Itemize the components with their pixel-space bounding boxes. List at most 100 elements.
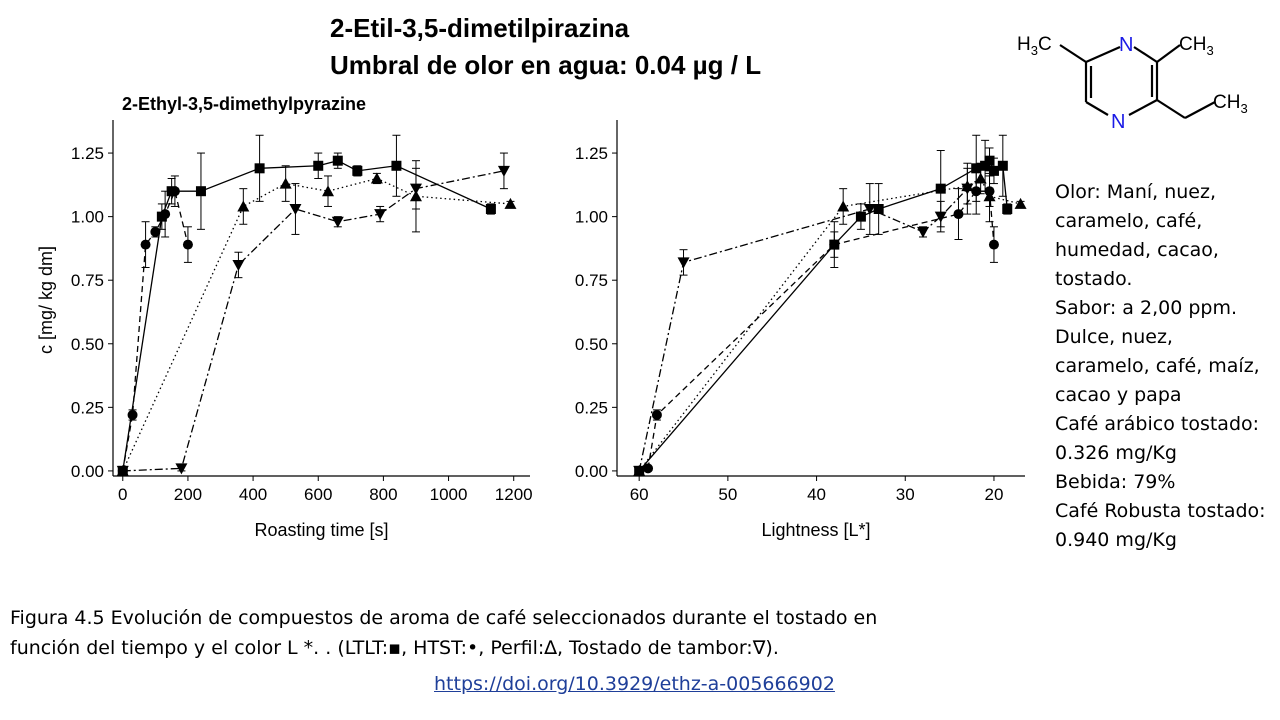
data-point-triangle-down (289, 204, 302, 215)
x-tick-label: 200 (174, 485, 202, 504)
series-line (638, 188, 968, 472)
data-point-triangle-up (504, 197, 517, 209)
slide-title: 2-Etil-3,5-dimetilpirazina Umbral de olo… (330, 10, 761, 84)
series-circle (643, 167, 999, 474)
nitrogen-bottom: N (1111, 111, 1125, 133)
charts-svg: 0.00 0.25 0.50 0.75 1.00 1.25 0 200 400 600 800 100… (36, 94, 1027, 540)
y-axis-label: c [mg/ kg dm] (36, 246, 56, 354)
data-point-circle (651, 409, 662, 420)
note-line: Sabor: a 2,00 ppm. (1055, 297, 1238, 319)
data-point-triangle-down (374, 209, 387, 221)
data-point-square (485, 204, 496, 214)
data-point-circle (643, 463, 654, 474)
series-line (638, 177, 1021, 472)
series-line (647, 190, 995, 469)
title-line-1: 2-Etil-3,5-dimetilpirazina (330, 13, 630, 43)
note-line: cacao y papa (1055, 384, 1182, 406)
data-point-square (980, 160, 991, 171)
data-point-circle (953, 209, 964, 220)
data-point-triangle-down (116, 465, 129, 477)
data-point-square (873, 204, 884, 214)
note-line: 0.940 mg/Kg (1055, 529, 1177, 551)
data-point-square (1002, 204, 1013, 214)
data-point-triangle-down (331, 216, 344, 228)
note-line: humedad, cacao, (1055, 239, 1219, 261)
note-line: Café arábico tostado: (1055, 413, 1260, 435)
chart-title: 2-Ethyl-3,5-dimethylpyrazine (122, 94, 366, 114)
y-tick-label: 0.50 (71, 335, 104, 354)
data-point-triangle-down (677, 257, 690, 269)
y-tick-label: 1.25 (575, 144, 608, 163)
data-point-triangle-up (974, 172, 987, 184)
series-line (122, 170, 505, 472)
data-point-circle (169, 186, 180, 197)
series-triangle-down (633, 162, 974, 477)
data-point-triangle-up (983, 190, 996, 202)
note-line: Café Robusta tostado: (1055, 500, 1266, 522)
data-point-square (984, 155, 995, 166)
data-point-circle (150, 226, 161, 237)
data-point-square (855, 211, 866, 222)
data-point-square (352, 165, 363, 176)
note-line: Bebida: 79% (1055, 471, 1176, 493)
doi-link[interactable]: https://doi.org/10.3929/ethz-a-005666902 (434, 673, 835, 695)
data-point-square (195, 186, 206, 197)
data-point-circle (988, 239, 999, 250)
note-line: caramelo, café, maíz, (1055, 355, 1260, 377)
data-point-circle (127, 409, 138, 420)
y-tick-label: 0.75 (575, 271, 608, 290)
note-line: Olor: Maní, nuez, (1055, 181, 1216, 203)
data-point-circle (160, 209, 171, 220)
x-tick-label: 1000 (430, 485, 468, 504)
data-point-triangle-down (961, 183, 974, 195)
chart-2: 0.00 0.25 0.50 0.75 1.00 1.25 60 50 40 30 20 Lightn… (575, 120, 1027, 540)
nitrogen-top: N (1119, 34, 1133, 56)
data-point-triangle-down (175, 463, 188, 475)
data-point-square (997, 160, 1008, 171)
series-line (638, 159, 1008, 472)
data-point-triangle-up (1014, 197, 1027, 209)
series-triangle-down (116, 152, 510, 477)
data-point-triangle-down (934, 211, 947, 223)
y-tick-label: 0.25 (71, 398, 104, 417)
x-tick-label: 600 (304, 485, 332, 504)
x-tick-label: 400 (239, 485, 267, 504)
ethyl-label: CH3 (1213, 92, 1248, 116)
y-tick-label: 1.25 (71, 144, 104, 163)
x-tick-label: 800 (369, 485, 397, 504)
series-line (122, 177, 511, 472)
x-tick-label: 0 (118, 485, 127, 504)
compound-notes: Olor: Maní, nuez, caramelo, café, humedad,… (1055, 178, 1280, 555)
data-point-triangle-up (322, 185, 335, 197)
x-tick-label: 50 (718, 485, 737, 504)
note-line: caramelo, café, (1055, 210, 1203, 232)
data-point-square (988, 165, 999, 176)
series-line (122, 159, 492, 472)
data-point-circle (971, 186, 982, 197)
series-triangle-up (116, 160, 517, 476)
methyl-right-label: CH3 (1179, 34, 1214, 58)
y-tick-label: 0.00 (575, 462, 608, 481)
data-point-triangle-down (409, 183, 422, 195)
y-tick-label: 0.50 (575, 335, 608, 354)
x-tick-label: 30 (896, 485, 915, 504)
figure-caption: Figura 4.5 Evolución de compuestos de ar… (10, 603, 910, 663)
data-point-square (391, 160, 402, 171)
x-axis-label: Lightness [L*] (761, 520, 870, 540)
caption-line-1: Figura 4.5 Evolución de compuestos de ar… (10, 607, 878, 629)
x-tick-label: 20 (984, 485, 1003, 504)
note-line: 0.326 mg/Kg (1055, 442, 1177, 464)
data-point-circle (829, 239, 840, 250)
data-point-triangle-up (837, 200, 850, 212)
note-line: tostado. (1055, 268, 1133, 290)
title-line-2: Umbral de olor en agua: 0.04 µg / L (330, 50, 762, 80)
y-tick-label: 0.75 (71, 271, 104, 290)
data-point-square (313, 160, 324, 171)
y-tick-label: 1.00 (71, 208, 104, 227)
data-point-triangle-down (633, 465, 646, 477)
data-point-square (332, 155, 343, 166)
data-point-triangle-up (237, 200, 250, 212)
data-point-triangle-down (232, 259, 245, 271)
x-tick-label: 1200 (495, 485, 533, 504)
data-point-square (935, 183, 946, 194)
